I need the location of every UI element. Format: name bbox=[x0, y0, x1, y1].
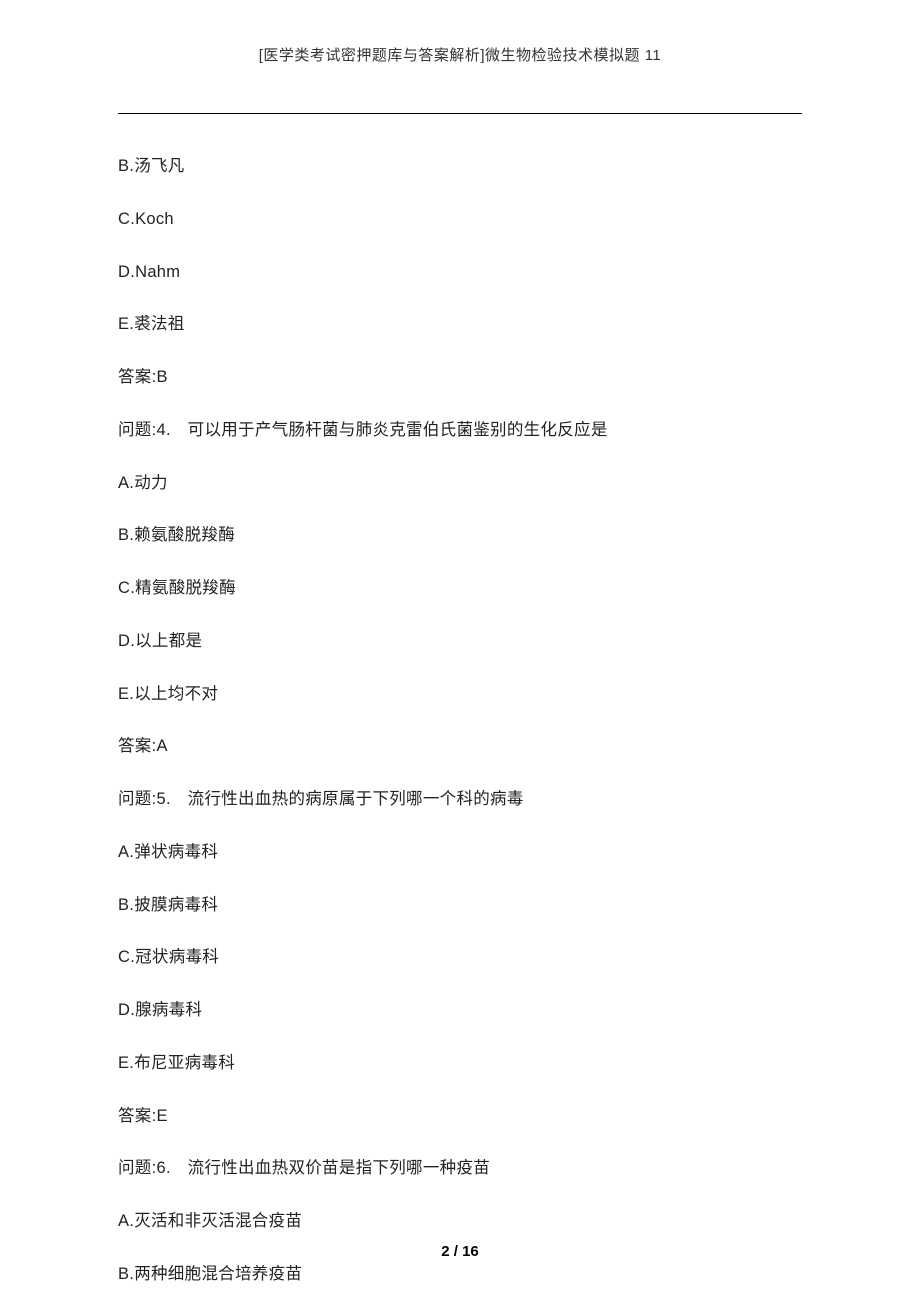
option-b: B.汤飞凡 bbox=[118, 154, 802, 179]
option-a: A.弹状病毒科 bbox=[118, 840, 802, 865]
answer-line: 答案:E bbox=[118, 1104, 802, 1129]
option-d: D.Nahm bbox=[118, 260, 802, 285]
option-d: D.腺病毒科 bbox=[118, 998, 802, 1023]
option-b: B.赖氨酸脱羧酶 bbox=[118, 523, 802, 548]
option-b: B.两种细胞混合培养疫苗 bbox=[118, 1262, 802, 1287]
option-c: C.Koch bbox=[118, 207, 802, 232]
header-title: [医学类考试密押题库与答案解析]微生物检验技术模拟题 11 bbox=[259, 47, 662, 64]
option-b: B.披膜病毒科 bbox=[118, 893, 802, 918]
option-e: E.以上均不对 bbox=[118, 682, 802, 707]
option-a: A.动力 bbox=[118, 471, 802, 496]
page-number: 2 / 16 bbox=[441, 1243, 479, 1260]
option-e: E.裘法祖 bbox=[118, 312, 802, 337]
header-rule bbox=[118, 113, 802, 114]
option-e: E.布尼亚病毒科 bbox=[118, 1051, 802, 1076]
question-6: 问题:6. 流行性出血热双价苗是指下列哪一种疫苗 bbox=[118, 1156, 802, 1181]
option-c: C.精氨酸脱羧酶 bbox=[118, 576, 802, 601]
answer-line: 答案:B bbox=[118, 365, 802, 390]
document-page: [医学类考试密押题库与答案解析]微生物检验技术模拟题 11 B.汤飞凡 C.Ko… bbox=[0, 0, 920, 1302]
option-d: D.以上都是 bbox=[118, 629, 802, 654]
question-5: 问题:5. 流行性出血热的病原属于下列哪一个科的病毒 bbox=[118, 787, 802, 812]
question-4: 问题:4. 可以用于产气肠杆菌与肺炎克雷伯氏菌鉴别的生化反应是 bbox=[118, 418, 802, 443]
page-footer: 2 / 16 bbox=[0, 1243, 920, 1260]
option-a: A.灭活和非灭活混合疫苗 bbox=[118, 1209, 802, 1234]
page-header: [医学类考试密押题库与答案解析]微生物检验技术模拟题 11 bbox=[118, 44, 802, 65]
document-body: B.汤飞凡 C.Koch D.Nahm E.裘法祖 答案:B 问题:4. 可以用… bbox=[118, 154, 802, 1287]
answer-line: 答案:A bbox=[118, 734, 802, 759]
option-c: C.冠状病毒科 bbox=[118, 945, 802, 970]
